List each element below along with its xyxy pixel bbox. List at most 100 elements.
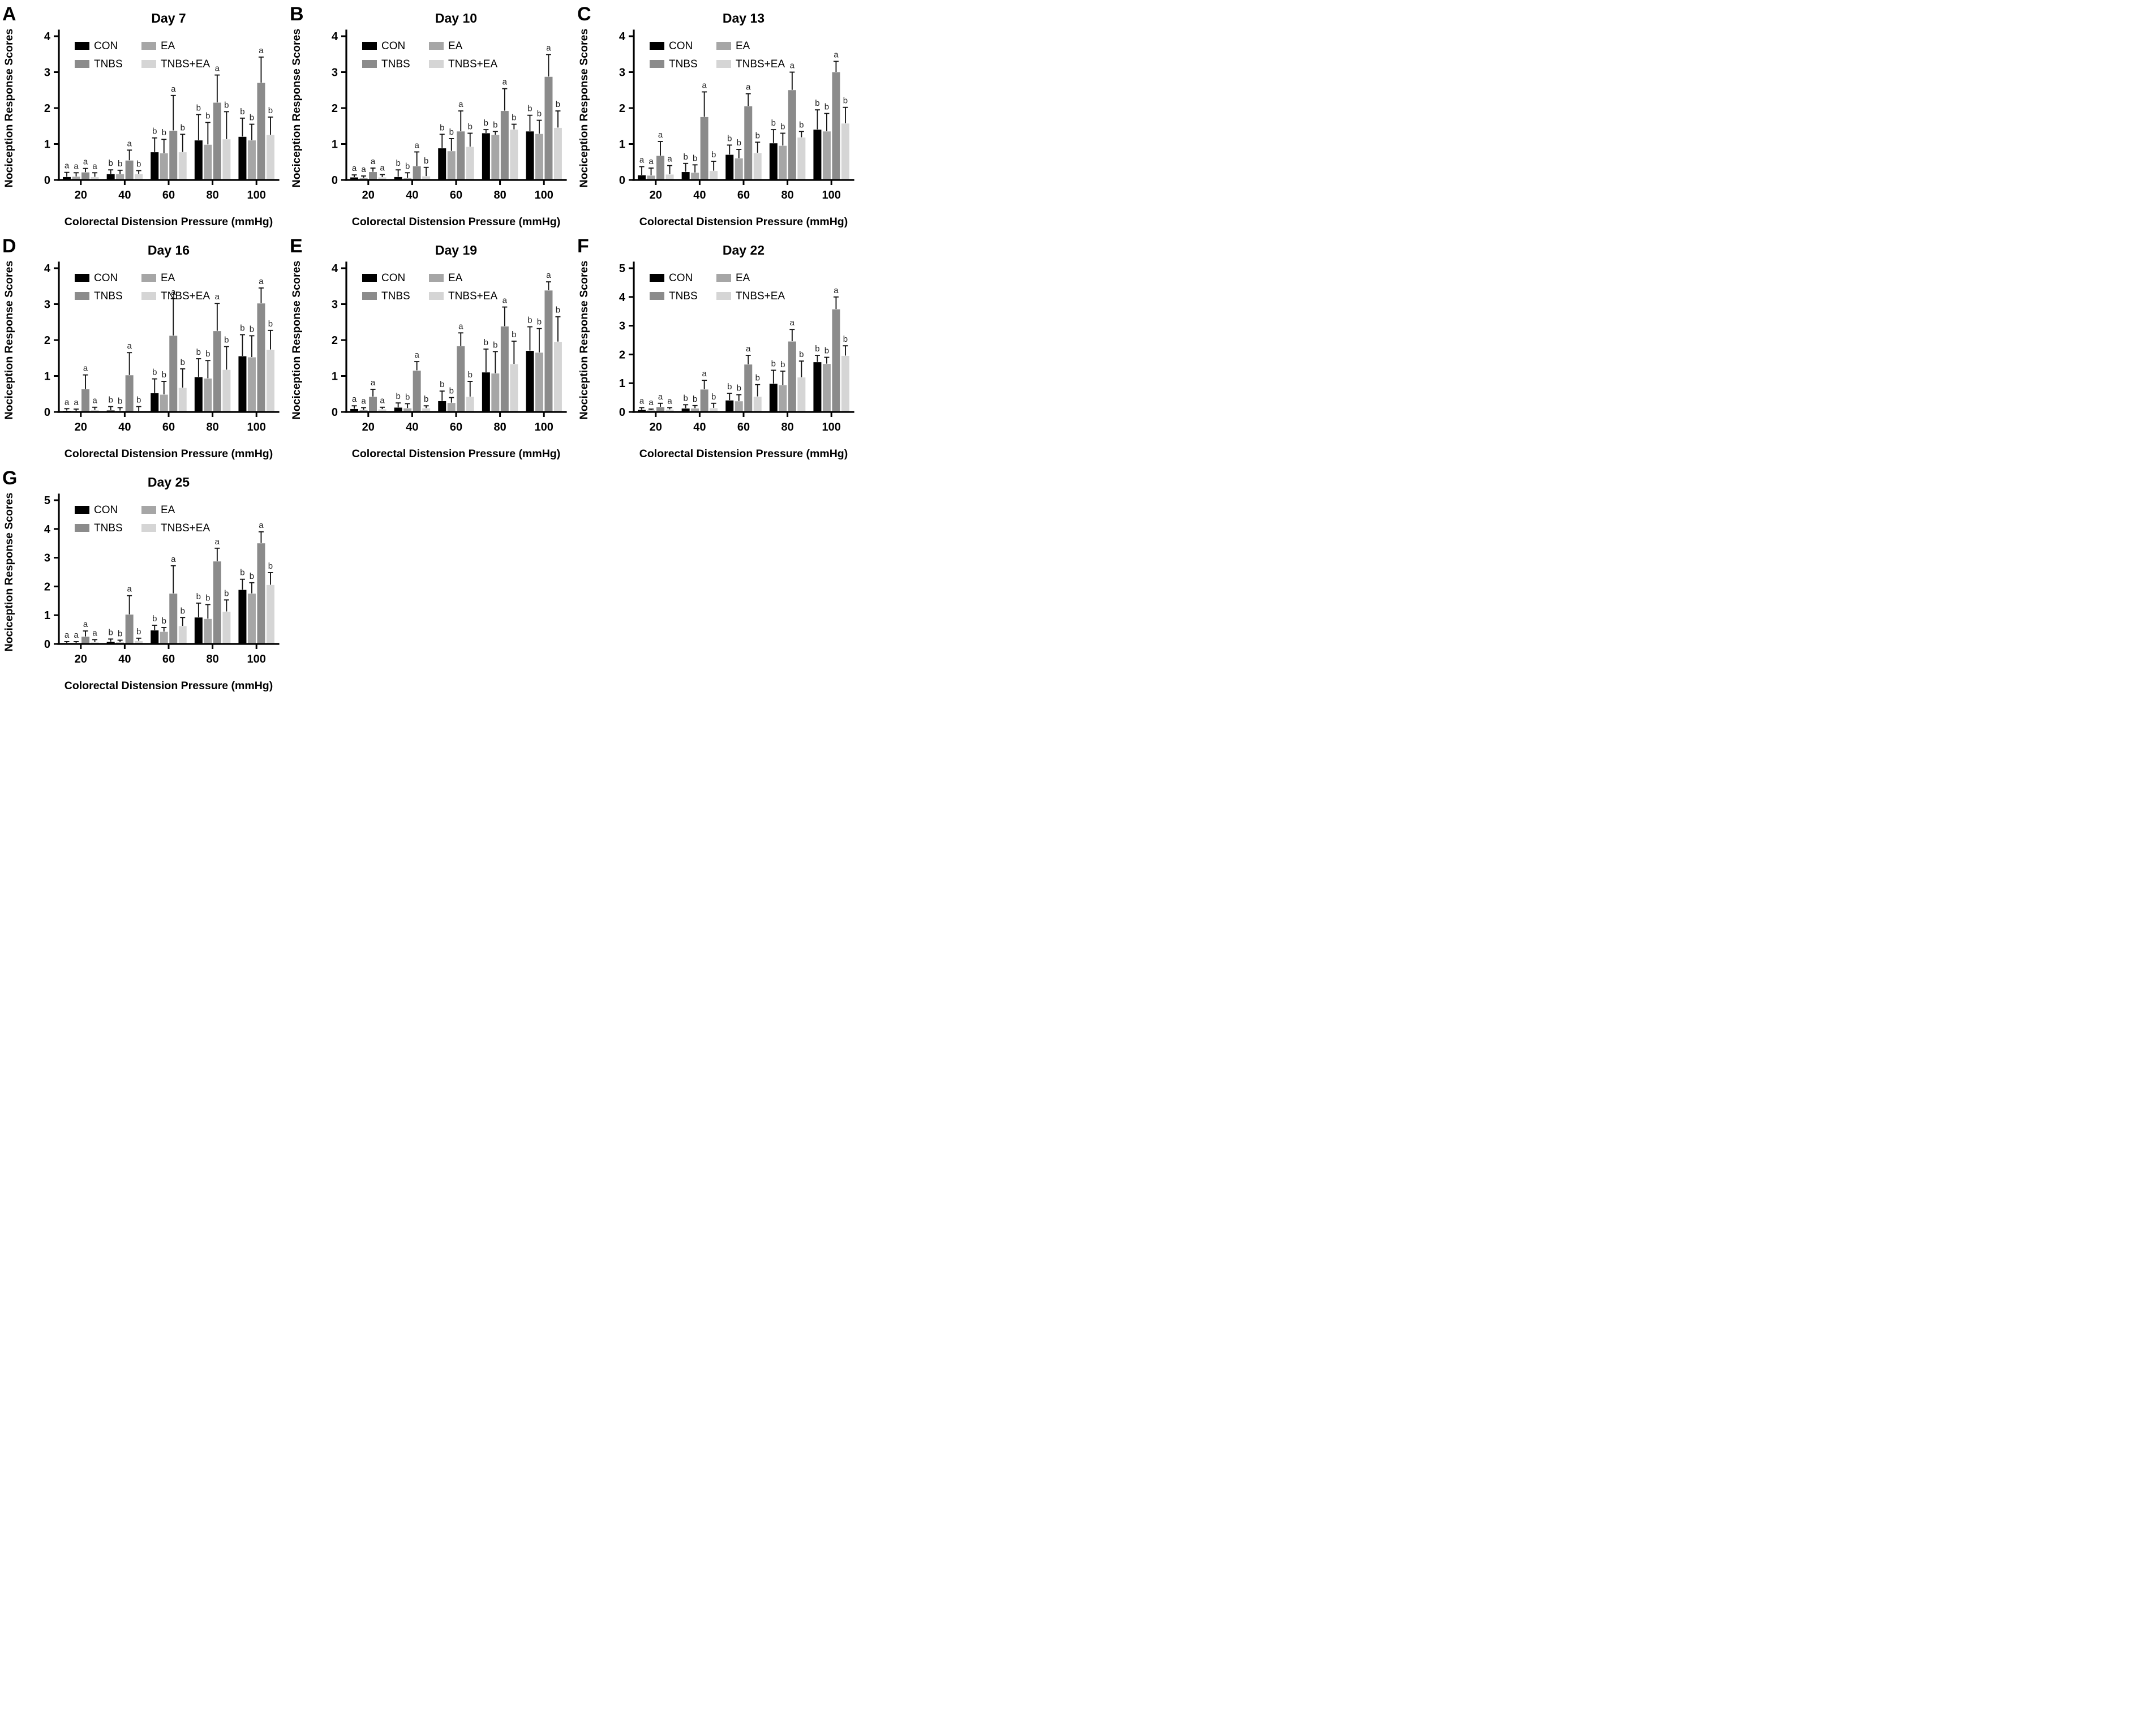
sig-letter: b bbox=[537, 109, 542, 119]
bar-con-100 bbox=[238, 356, 247, 412]
legend-swatch-ea bbox=[141, 42, 156, 50]
panel-d: D Day 16 Nociception Response Scores a b b b b a… bbox=[0, 232, 287, 464]
y-tick-label: 2 bbox=[44, 102, 50, 115]
y-tick-label: 4 bbox=[44, 523, 51, 536]
sig-letter: a bbox=[65, 630, 70, 640]
panel-g: G Day 25 Nociception Response Scores a b b b b a… bbox=[0, 464, 287, 696]
bar-ea-80 bbox=[204, 618, 212, 644]
legend-swatch-con bbox=[75, 274, 89, 282]
bar-ea-100 bbox=[247, 140, 256, 180]
sig-letter: b bbox=[755, 131, 760, 140]
bar-con-80 bbox=[769, 143, 778, 180]
x-axis-label: Colorectal Distension Pressure (mmHg) bbox=[65, 216, 273, 228]
sig-letter: b bbox=[108, 628, 113, 637]
y-tick-label: 0 bbox=[332, 406, 338, 419]
x-tick-label: 60 bbox=[450, 189, 462, 201]
x-axis-label: Colorectal Distension Pressure (mmHg) bbox=[639, 448, 848, 460]
x-tick-label: 20 bbox=[362, 189, 375, 201]
x-axis-label: Colorectal Distension Pressure (mmHg) bbox=[65, 680, 273, 692]
bar-tnbs-80 bbox=[500, 111, 509, 180]
bar-ea-80 bbox=[204, 144, 212, 180]
legend-label-con: CON bbox=[94, 504, 118, 516]
sig-letter: a bbox=[171, 287, 176, 297]
legend-label-con: CON bbox=[381, 272, 405, 284]
bar-ea-20 bbox=[647, 175, 655, 180]
sig-letter: a bbox=[352, 164, 357, 173]
bar-con-60 bbox=[725, 154, 734, 180]
sig-letter: b bbox=[181, 358, 185, 367]
panel-letter: A bbox=[2, 3, 16, 25]
bar-tnbs-ea-60 bbox=[753, 153, 762, 180]
sig-letter: a bbox=[380, 396, 385, 406]
legend-label-ea: EA bbox=[448, 272, 463, 284]
y-tick-label: 0 bbox=[619, 174, 625, 187]
bar-tnbs-ea-100 bbox=[841, 123, 849, 180]
sig-letter: a bbox=[361, 165, 366, 174]
sig-letter: b bbox=[162, 128, 166, 137]
bar-tnbs-60 bbox=[457, 346, 465, 412]
bar-con-40 bbox=[106, 174, 115, 180]
bar-ea-60 bbox=[160, 631, 168, 644]
bar-tnbs-ea-60 bbox=[753, 397, 762, 412]
x-tick-label: 100 bbox=[822, 421, 841, 433]
legend-swatch-con bbox=[75, 42, 89, 50]
y-tick-label: 3 bbox=[619, 320, 625, 333]
sig-letter: b bbox=[118, 159, 122, 169]
sig-letter: b bbox=[527, 104, 532, 114]
y-axis-label: Nociception Response Scores bbox=[3, 261, 15, 420]
x-tick-label: 40 bbox=[118, 421, 131, 433]
sig-letter: b bbox=[556, 100, 560, 109]
sig-letter: b bbox=[484, 338, 488, 347]
legend-swatch-tnbs-ea bbox=[716, 292, 731, 300]
bar-con-20 bbox=[638, 410, 646, 412]
y-tick-label: 1 bbox=[44, 371, 50, 383]
sig-letter: b bbox=[468, 370, 473, 380]
sig-letter: a bbox=[503, 78, 508, 87]
legend-swatch-con bbox=[650, 42, 664, 50]
y-tick-label: 3 bbox=[44, 67, 50, 79]
x-tick-label: 20 bbox=[650, 421, 662, 433]
bar-tnbs-ea-60 bbox=[178, 388, 187, 412]
bar-con-60 bbox=[438, 401, 446, 412]
bar-tnbs-ea-20 bbox=[91, 177, 99, 180]
y-tick-label: 4 bbox=[44, 263, 51, 275]
sig-letter: a bbox=[658, 392, 663, 402]
sig-letter: b bbox=[250, 113, 254, 123]
legend-swatch-tnbs bbox=[650, 292, 664, 300]
y-tick-label: 2 bbox=[332, 334, 338, 347]
sig-letter: b bbox=[711, 150, 716, 160]
bar-tnbs-ea-100 bbox=[266, 135, 274, 180]
sig-letter: b bbox=[527, 316, 532, 325]
legend-label-ea: EA bbox=[161, 272, 175, 284]
figure-grid: A Day 7 Nociception Response Scores a b b b b a b… bbox=[0, 0, 862, 696]
sig-letter: b bbox=[771, 118, 776, 128]
y-tick-label: 0 bbox=[619, 406, 625, 419]
legend-label-tnbs-ea: TNBS+EA bbox=[448, 58, 497, 70]
legend-label-tnbs: TNBS bbox=[381, 58, 410, 70]
sig-letter: b bbox=[737, 138, 741, 148]
sig-letter: a bbox=[790, 61, 795, 71]
y-tick-label: 2 bbox=[619, 102, 625, 115]
legend-label-con: CON bbox=[94, 272, 118, 284]
x-tick-label: 20 bbox=[650, 189, 662, 201]
y-tick-label: 0 bbox=[332, 174, 338, 187]
sig-letter: b bbox=[493, 120, 497, 130]
x-tick-label: 40 bbox=[406, 189, 418, 201]
sig-letter: b bbox=[224, 588, 229, 598]
bar-tnbs-ea-100 bbox=[266, 350, 274, 412]
sig-letter: b bbox=[196, 103, 201, 113]
x-tick-label: 20 bbox=[75, 653, 87, 665]
sig-letter: a bbox=[74, 398, 79, 407]
legend-swatch-con bbox=[362, 274, 377, 282]
bar-tnbs-80 bbox=[788, 90, 796, 180]
sig-letter: b bbox=[468, 122, 473, 131]
bar-con-80 bbox=[482, 133, 490, 180]
x-tick-label: 20 bbox=[362, 421, 375, 433]
sig-letter: a bbox=[380, 163, 385, 173]
y-tick-label: 2 bbox=[44, 334, 50, 347]
bar-ea-40 bbox=[403, 408, 412, 412]
bar-tnbs-40 bbox=[125, 375, 134, 412]
sig-letter: a bbox=[361, 396, 366, 406]
legend-label-ea: EA bbox=[736, 40, 750, 52]
